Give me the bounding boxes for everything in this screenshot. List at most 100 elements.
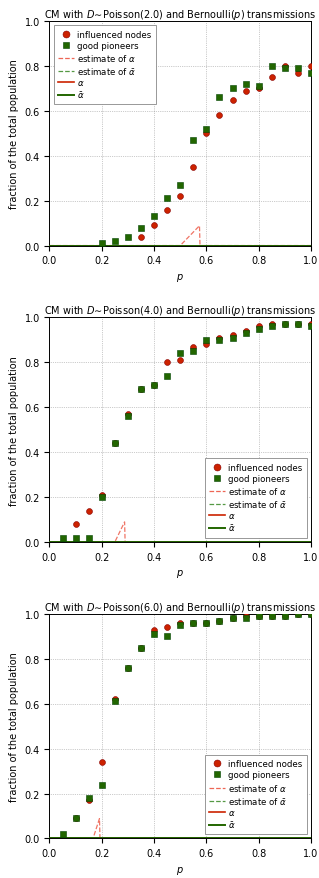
Point — [204, 123, 209, 137]
Point — [191, 345, 196, 359]
Point — [191, 616, 196, 630]
Point — [60, 531, 65, 545]
Point — [217, 91, 222, 105]
Point — [217, 109, 222, 123]
Point — [282, 318, 287, 332]
Point — [243, 609, 248, 623]
Point — [204, 616, 209, 630]
X-axis label: $p$: $p$ — [176, 271, 184, 284]
Point — [295, 608, 300, 622]
Point — [138, 383, 144, 397]
Point — [60, 827, 65, 841]
Point — [230, 612, 235, 626]
Point — [308, 608, 314, 622]
Point — [178, 354, 183, 368]
Point — [230, 329, 235, 343]
Point — [282, 60, 287, 74]
Point — [256, 83, 261, 97]
Y-axis label: fraction of the total population: fraction of the total population — [9, 356, 19, 505]
Title: CM with $D\!\sim\!$Poisson(4.0) and Bernoulli($p$) transmissions: CM with $D\!\sim\!$Poisson(4.0) and Bern… — [44, 304, 316, 318]
Point — [112, 694, 117, 709]
Point — [178, 190, 183, 204]
Point — [125, 661, 130, 675]
Point — [112, 436, 117, 450]
Point — [99, 755, 104, 769]
Point — [282, 609, 287, 623]
Point — [230, 612, 235, 626]
Point — [204, 616, 209, 630]
Point — [152, 627, 157, 641]
Point — [152, 623, 157, 637]
Point — [86, 794, 91, 808]
Point — [112, 436, 117, 450]
Point — [269, 60, 274, 74]
Point — [191, 616, 196, 630]
Point — [99, 488, 104, 502]
Point — [308, 60, 314, 74]
Point — [86, 791, 91, 805]
Legend: influenced nodes, good pioneers, estimate of $\alpha$, estimate of $\bar{\alpha}: influenced nodes, good pioneers, estimat… — [205, 755, 307, 834]
Point — [295, 318, 300, 332]
X-axis label: $p$: $p$ — [176, 864, 184, 875]
Point — [295, 608, 300, 622]
X-axis label: $p$: $p$ — [176, 568, 184, 579]
Legend: influenced nodes, good pioneers, estimate of $\alpha$, estimate of $\bar{\alpha}: influenced nodes, good pioneers, estimat… — [54, 26, 156, 105]
Point — [204, 338, 209, 352]
Point — [73, 531, 78, 545]
Point — [243, 612, 248, 626]
Point — [138, 641, 144, 655]
Point — [178, 179, 183, 193]
Point — [152, 210, 157, 224]
Point — [243, 327, 248, 341]
Point — [86, 531, 91, 545]
Point — [269, 320, 274, 334]
Point — [125, 230, 130, 244]
Point — [308, 320, 314, 334]
Point — [165, 356, 170, 370]
Point — [152, 378, 157, 392]
Point — [243, 84, 248, 98]
Point — [125, 407, 130, 421]
Point — [243, 78, 248, 92]
Point — [165, 204, 170, 218]
Point — [178, 616, 183, 630]
Point — [217, 614, 222, 628]
Point — [138, 383, 144, 397]
Point — [73, 517, 78, 531]
Point — [165, 621, 170, 635]
Point — [308, 67, 314, 81]
Point — [256, 80, 261, 94]
Point — [295, 67, 300, 81]
Point — [269, 71, 274, 85]
Point — [152, 378, 157, 392]
Point — [256, 320, 261, 334]
Title: CM with $D\!\sim\!$Poisson(2.0) and Bernoulli($p$) transmissions: CM with $D\!\sim\!$Poisson(2.0) and Bern… — [44, 8, 316, 22]
Point — [99, 491, 104, 505]
Point — [256, 609, 261, 623]
Point — [191, 340, 196, 354]
Point — [217, 334, 222, 348]
Point — [217, 331, 222, 345]
Point — [191, 133, 196, 148]
Point — [112, 234, 117, 248]
Point — [191, 161, 196, 175]
Point — [256, 322, 261, 336]
Y-axis label: fraction of the total population: fraction of the total population — [9, 651, 19, 802]
Point — [217, 614, 222, 628]
Y-axis label: fraction of the total population: fraction of the total population — [9, 59, 19, 209]
Point — [138, 230, 144, 244]
Point — [138, 221, 144, 235]
Point — [112, 693, 117, 707]
Point — [230, 331, 235, 345]
Point — [308, 608, 314, 622]
Point — [86, 504, 91, 518]
Point — [125, 661, 130, 675]
Point — [243, 325, 248, 339]
Point — [230, 93, 235, 107]
Point — [295, 318, 300, 332]
Point — [152, 219, 157, 233]
Point — [204, 127, 209, 141]
Point — [73, 811, 78, 825]
Point — [269, 609, 274, 623]
Point — [295, 62, 300, 76]
